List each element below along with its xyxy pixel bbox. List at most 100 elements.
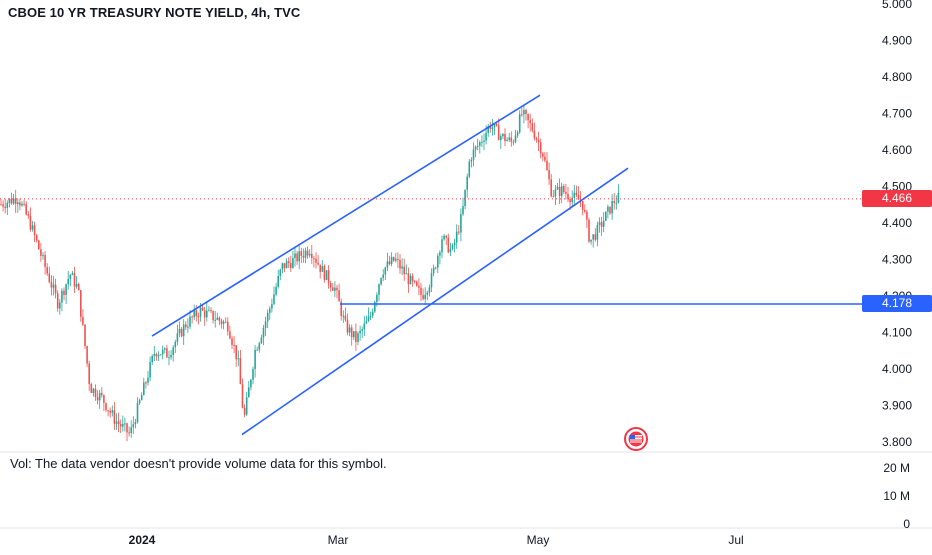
candle <box>311 245 313 264</box>
candle <box>67 271 69 290</box>
candle <box>558 178 561 205</box>
candle <box>613 193 615 210</box>
candle <box>321 260 324 272</box>
candle <box>544 151 546 163</box>
candle <box>260 334 263 345</box>
candle <box>296 250 298 265</box>
candle <box>90 382 93 393</box>
candle <box>122 415 124 432</box>
candle <box>500 133 502 149</box>
candle <box>332 282 334 292</box>
candle <box>497 118 500 141</box>
candle <box>44 251 46 275</box>
price-axis[interactable]: 5.000 4.900 4.800 4.700 4.600 4.500 4.400 4.300… <box>882 0 912 449</box>
candle <box>132 416 135 434</box>
candle <box>590 239 592 245</box>
candle <box>6 200 9 216</box>
candle <box>96 390 99 405</box>
candle <box>4 198 6 214</box>
candle <box>61 288 63 312</box>
candle <box>10 192 13 205</box>
candle <box>113 402 116 430</box>
candle <box>563 183 565 194</box>
trendline-group[interactable] <box>151 94 629 436</box>
candle <box>357 331 359 346</box>
candle <box>254 345 256 378</box>
candle <box>193 304 195 321</box>
candle <box>439 250 441 265</box>
y-tick-label: 4.600 <box>882 143 912 157</box>
candle <box>325 270 328 281</box>
candle <box>380 277 382 286</box>
candle <box>252 366 254 385</box>
candle <box>502 132 504 140</box>
candle <box>168 350 170 366</box>
candle <box>256 346 258 351</box>
candle <box>560 182 563 204</box>
candle <box>273 286 275 306</box>
candle <box>355 323 357 351</box>
candle <box>73 266 76 294</box>
candle <box>65 283 67 304</box>
candle <box>17 198 19 213</box>
candle <box>420 282 422 302</box>
candle <box>143 377 145 396</box>
candle <box>596 221 599 247</box>
candle <box>33 221 36 242</box>
candle <box>178 321 181 337</box>
candle <box>109 407 111 418</box>
candle <box>224 317 227 323</box>
candle <box>159 354 162 356</box>
candle <box>353 331 355 341</box>
x-tick-label: Jul <box>728 533 743 547</box>
candle <box>548 162 550 185</box>
candle <box>185 321 187 331</box>
level-price-tag[interactable]: 4.178 <box>862 295 932 313</box>
y-tick-label: 4.000 <box>882 362 912 376</box>
candle <box>556 182 559 191</box>
y-tick-label: 4.400 <box>882 216 912 230</box>
candle <box>514 129 517 144</box>
last-price-tag: 4.466 <box>862 190 932 208</box>
candle <box>176 324 179 346</box>
candle <box>474 145 477 158</box>
candle <box>539 138 542 159</box>
candle <box>430 268 433 292</box>
candle <box>554 184 557 206</box>
candle <box>518 110 521 134</box>
candle <box>586 209 588 228</box>
candle <box>214 310 216 328</box>
y-tick-label: 4.500 <box>882 179 912 193</box>
candle <box>386 252 389 272</box>
trendline[interactable] <box>241 167 629 436</box>
volume-axis-label: 10 M <box>883 489 910 503</box>
candle <box>531 118 534 133</box>
candle <box>231 335 233 349</box>
trendline[interactable] <box>151 94 541 337</box>
candle <box>298 244 300 270</box>
us-flag-icon[interactable] <box>624 427 648 451</box>
candle <box>187 318 189 333</box>
candle <box>103 394 105 412</box>
candle <box>521 107 523 117</box>
candle <box>300 247 303 264</box>
candle <box>27 211 30 220</box>
candle <box>315 252 317 269</box>
candle <box>14 189 17 213</box>
candle <box>23 199 25 207</box>
candle <box>283 263 286 273</box>
candle <box>458 224 460 235</box>
time-axis[interactable]: 2024 Mar May Jul <box>129 533 744 547</box>
candle <box>157 351 160 361</box>
candle <box>180 326 183 338</box>
candle <box>334 281 336 298</box>
candle <box>279 268 282 281</box>
candle <box>237 350 240 367</box>
candle <box>31 221 34 232</box>
candle <box>527 113 529 129</box>
candle <box>149 356 151 382</box>
candle <box>82 309 84 326</box>
candle <box>609 206 611 215</box>
